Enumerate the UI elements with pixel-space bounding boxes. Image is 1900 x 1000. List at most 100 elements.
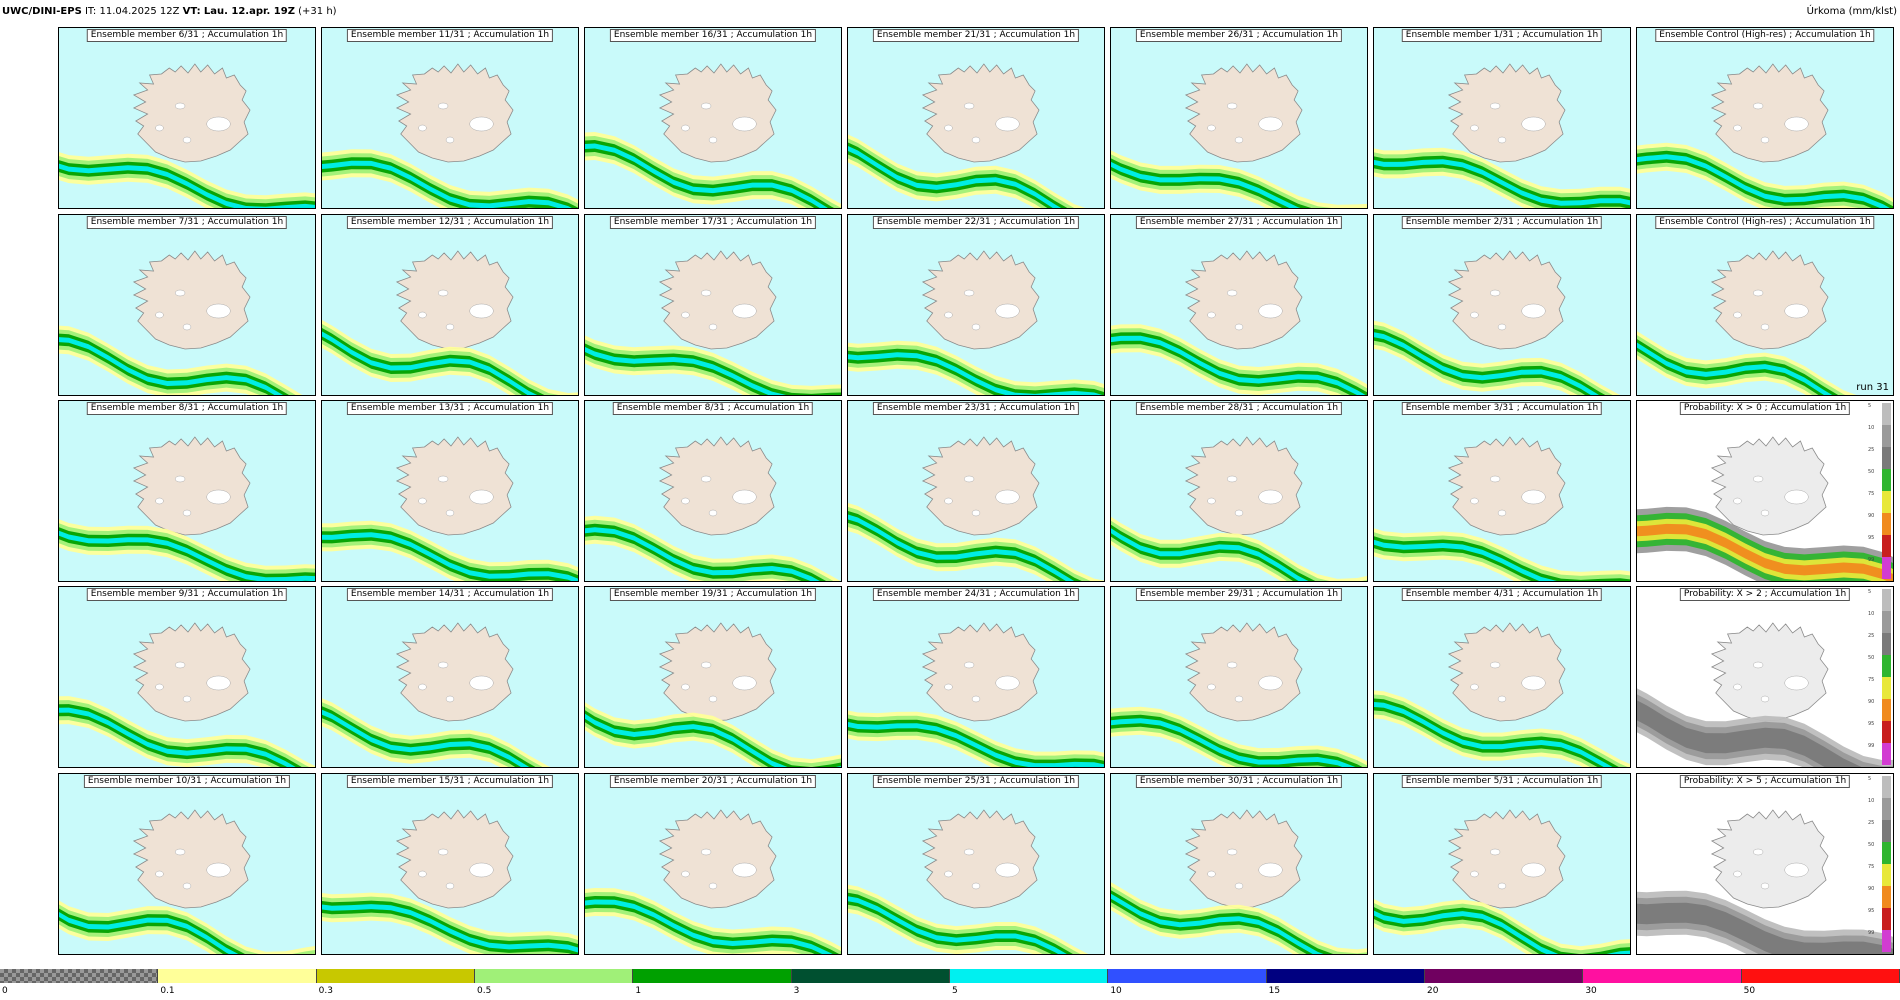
glacier bbox=[944, 124, 953, 132]
probability-scale-label: 25 bbox=[1868, 633, 1875, 639]
panel-title: Ensemble member 4/31 ; Accumulation 1h bbox=[1401, 588, 1603, 601]
map-panel[interactable]: Probability: X > 2 ; Accumulation 1h 5 10 2… bbox=[1636, 586, 1894, 768]
iceland-landmass bbox=[1184, 622, 1303, 722]
precip-map bbox=[1111, 587, 1367, 767]
colorbar-segment bbox=[0, 969, 159, 983]
panel-title: Ensemble member 3/31 ; Accumulation 1h bbox=[1401, 402, 1603, 415]
glacier bbox=[971, 695, 981, 703]
map-panel[interactable]: Ensemble member 15/31 ; Accumulation 1h bbox=[321, 773, 579, 955]
map-panel[interactable]: Ensemble member 30/31 ; Accumulation 1h bbox=[1110, 773, 1368, 955]
precip-map bbox=[1111, 401, 1367, 581]
map-panel[interactable]: Ensemble Control (High-res) ; Accumulati… bbox=[1636, 27, 1894, 209]
colorbar-segment bbox=[1266, 969, 1425, 983]
glacier bbox=[995, 303, 1020, 319]
glacier bbox=[437, 848, 449, 856]
precip-band bbox=[1374, 702, 1613, 767]
map-panel[interactable]: Probability: X > 5 ; Accumulation 1h 5 10 2… bbox=[1636, 773, 1894, 955]
panel-title: Ensemble member 10/31 ; Accumulation 1h bbox=[83, 775, 291, 788]
iceland-landmass bbox=[1447, 63, 1566, 163]
iceland-landmass bbox=[1447, 622, 1566, 722]
glacier bbox=[445, 509, 455, 517]
glacier bbox=[1497, 323, 1507, 331]
glacier bbox=[1521, 675, 1546, 691]
glacier bbox=[155, 683, 164, 691]
map-panel[interactable]: Ensemble member 10/31 ; Accumulation 1h bbox=[58, 773, 316, 955]
glacier bbox=[708, 323, 718, 331]
probability-scale-label: 5 bbox=[1868, 589, 1872, 595]
map-panel[interactable]: Ensemble member 14/31 ; Accumulation 1h bbox=[321, 586, 579, 768]
map-panel[interactable]: Ensemble member 29/31 ; Accumulation 1h bbox=[1110, 586, 1368, 768]
colorbar-tick-label: 50 bbox=[1743, 986, 1756, 996]
panel-title: Ensemble member 27/31 ; Accumulation 1h bbox=[1135, 216, 1343, 229]
map-panel[interactable]: Ensemble member 8/31 ; Accumulation 1h bbox=[58, 400, 316, 582]
iceland-landmass bbox=[132, 622, 251, 722]
map-panel[interactable]: Ensemble member 9/31 ; Accumulation 1h bbox=[58, 586, 316, 768]
precip-map bbox=[59, 215, 315, 395]
glacier bbox=[174, 848, 186, 856]
precip-band bbox=[585, 143, 828, 208]
precip-map bbox=[1111, 215, 1367, 395]
map-panel[interactable]: Ensemble member 27/31 ; Accumulation 1h bbox=[1110, 214, 1368, 396]
glacier bbox=[1733, 311, 1742, 319]
probability-scale-step bbox=[1882, 557, 1891, 579]
map-panel[interactable]: Ensemble member 25/31 ; Accumulation 1h bbox=[847, 773, 1105, 955]
valid-time: Lau. 12.apr. 19Z bbox=[203, 6, 295, 17]
probability-scale-step bbox=[1882, 721, 1891, 743]
precip-band bbox=[322, 528, 578, 581]
map-panel[interactable]: Ensemble member 2/31 ; Accumulation 1h bbox=[1373, 214, 1631, 396]
colorbar-segment bbox=[633, 969, 792, 983]
colorbar-segment bbox=[791, 969, 950, 983]
precip-band bbox=[1637, 700, 1862, 767]
iceland-landmass bbox=[395, 63, 514, 163]
glacier bbox=[700, 102, 712, 110]
probability-scale-step bbox=[1882, 743, 1891, 765]
panel-title: Ensemble member 21/31 ; Accumulation 1h bbox=[872, 29, 1080, 42]
map-panel[interactable]: Ensemble member 24/31 ; Accumulation 1h bbox=[847, 586, 1105, 768]
iceland-landmass bbox=[921, 622, 1040, 722]
glacier bbox=[681, 497, 690, 505]
precip-band bbox=[585, 706, 841, 767]
glacier bbox=[1752, 475, 1764, 483]
map-panel[interactable]: Ensemble member 1/31 ; Accumulation 1h bbox=[1373, 27, 1631, 209]
map-panel[interactable]: Probability: X > 0 ; Accumulation 1h 5 10 2… bbox=[1636, 400, 1894, 582]
map-panel[interactable]: Ensemble member 7/31 ; Accumulation 1h bbox=[58, 214, 316, 396]
map-panel[interactable]: Ensemble member 22/31 ; Accumulation 1h bbox=[847, 214, 1105, 396]
map-panel[interactable]: Ensemble member 23/31 ; Accumulation 1h bbox=[847, 400, 1105, 582]
map-panel[interactable]: Ensemble member 17/31 ; Accumulation 1h bbox=[584, 214, 842, 396]
glacier bbox=[174, 289, 186, 297]
map-panel[interactable]: Ensemble member 4/31 ; Accumulation 1h bbox=[1373, 586, 1631, 768]
glacier bbox=[1784, 489, 1809, 505]
glacier bbox=[1521, 303, 1546, 319]
glacier bbox=[206, 303, 231, 319]
map-panel[interactable]: Ensemble member 19/31 ; Accumulation 1h bbox=[584, 586, 842, 768]
map-panel[interactable]: Ensemble member 8/31 ; Accumulation 1h bbox=[584, 400, 842, 582]
glacier bbox=[1234, 136, 1244, 144]
glacier bbox=[963, 102, 975, 110]
glacier bbox=[1234, 695, 1244, 703]
panel-title: Probability: X > 2 ; Accumulation 1h bbox=[1679, 588, 1851, 601]
glacier bbox=[1784, 862, 1809, 878]
probability-scale-step bbox=[1882, 776, 1891, 798]
map-panel[interactable]: Ensemble member 3/31 ; Accumulation 1h bbox=[1373, 400, 1631, 582]
glacier bbox=[708, 882, 718, 890]
glacier bbox=[1752, 289, 1764, 297]
precip-map bbox=[1374, 401, 1630, 581]
iceland-landmass bbox=[132, 436, 251, 536]
map-panel[interactable]: Ensemble member 6/31 ; Accumulation 1h bbox=[58, 27, 316, 209]
map-panel[interactable]: Ensemble Control (High-res) ; Accumulati… bbox=[1636, 214, 1894, 396]
glacier bbox=[1760, 882, 1770, 890]
map-panel[interactable]: Ensemble member 28/31 ; Accumulation 1h bbox=[1110, 400, 1368, 582]
map-panel[interactable]: Ensemble member 5/31 ; Accumulation 1h bbox=[1373, 773, 1631, 955]
map-panel[interactable]: Ensemble member 11/31 ; Accumulation 1h bbox=[321, 27, 579, 209]
colorbar-tick-label: 30 bbox=[1585, 986, 1597, 996]
panel-title: Ensemble member 30/31 ; Accumulation 1h bbox=[1135, 775, 1343, 788]
map-panel[interactable]: Ensemble member 16/31 ; Accumulation 1h bbox=[584, 27, 842, 209]
map-panel[interactable]: Ensemble member 12/31 ; Accumulation 1h bbox=[321, 214, 579, 396]
glacier bbox=[206, 116, 231, 132]
probability-scale-label: 5 bbox=[1868, 403, 1872, 409]
map-panel[interactable]: Ensemble member 13/31 ; Accumulation 1h bbox=[321, 400, 579, 582]
glacier bbox=[681, 870, 690, 878]
map-panel[interactable]: Ensemble member 20/31 ; Accumulation 1h bbox=[584, 773, 842, 955]
map-panel[interactable]: Ensemble member 26/31 ; Accumulation 1h bbox=[1110, 27, 1368, 209]
map-panel[interactable]: Ensemble member 21/31 ; Accumulation 1h bbox=[847, 27, 1105, 209]
